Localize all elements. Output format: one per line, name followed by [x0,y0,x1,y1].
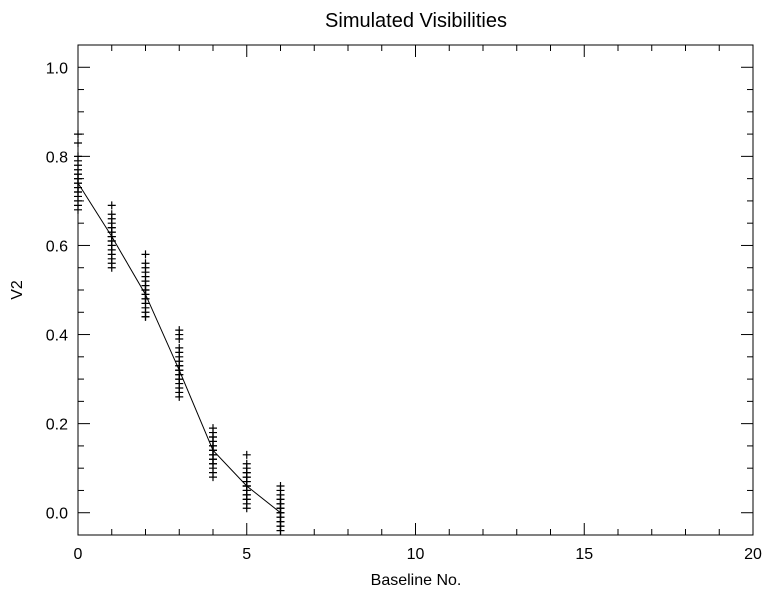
data-point [74,188,82,196]
y-tick-label: 0.6 [46,238,68,255]
data-point [276,508,285,517]
data-point [141,312,150,321]
y-tick-label: 0.8 [46,149,68,166]
x-axis-title: Baseline No. [371,572,462,589]
data-point [74,139,82,147]
x-tick-label: 0 [74,546,83,563]
data-point [107,201,116,210]
y-axis-title: V2 [9,280,26,300]
data-point [74,130,82,139]
x-tick-label: 10 [407,546,425,563]
data-point [141,290,150,299]
x-tick-label: 5 [242,546,251,563]
chart-title: Simulated Visibilities [325,10,507,32]
plot-frame [77,44,754,536]
data-point [209,446,217,455]
data-point [276,526,285,535]
data-point [242,482,251,490]
axis-ticks [77,45,754,535]
data-point [209,473,217,482]
y-tick-label: 0.0 [46,506,68,523]
y-tick-label: 0.2 [46,417,68,434]
data-point [175,366,184,375]
data-point [242,504,251,513]
data-point [242,450,251,459]
x-tick-label: 20 [744,546,762,563]
data-point [175,392,184,401]
plot-marks [74,130,285,535]
y-tick-label: 1.0 [46,60,68,77]
data-point [74,205,82,214]
x-tick-label: 15 [575,546,593,563]
tick-labels: 0 5 10 15 20 0.0 0.2 0.4 0.6 0.8 1.0 [46,60,762,563]
y-tick-label: 0.4 [46,328,68,345]
data-point [107,232,116,241]
data-point [141,250,150,259]
data-point [107,263,116,272]
data-point [175,335,184,343]
